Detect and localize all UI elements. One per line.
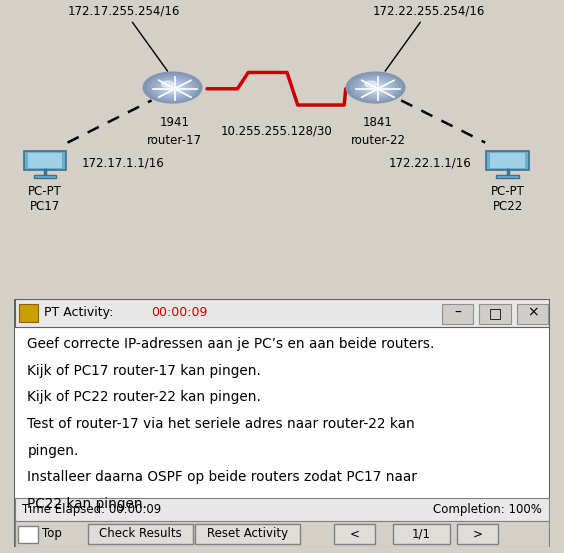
Circle shape	[143, 72, 202, 103]
Circle shape	[346, 72, 405, 103]
Circle shape	[163, 82, 185, 94]
Text: Reset Activity: Reset Activity	[206, 528, 288, 540]
Text: pingen.: pingen.	[28, 444, 79, 458]
FancyBboxPatch shape	[15, 521, 549, 547]
FancyBboxPatch shape	[14, 299, 550, 547]
FancyBboxPatch shape	[517, 304, 548, 324]
FancyBboxPatch shape	[442, 304, 473, 324]
Circle shape	[358, 79, 395, 97]
FancyBboxPatch shape	[19, 526, 38, 543]
FancyBboxPatch shape	[491, 153, 525, 168]
Circle shape	[365, 81, 376, 87]
FancyBboxPatch shape	[195, 524, 299, 544]
FancyBboxPatch shape	[28, 153, 62, 168]
Circle shape	[374, 87, 381, 91]
Circle shape	[366, 82, 388, 94]
Text: Completion: 100%: Completion: 100%	[433, 503, 542, 516]
Text: >: >	[473, 528, 483, 540]
Text: 172.22.255.254/16: 172.22.255.254/16	[372, 4, 485, 71]
Text: Top: Top	[42, 528, 62, 540]
Text: 1841: 1841	[363, 116, 393, 129]
Text: PC22: PC22	[492, 200, 523, 213]
Circle shape	[147, 74, 199, 101]
FancyBboxPatch shape	[15, 498, 549, 521]
FancyBboxPatch shape	[496, 175, 519, 178]
Text: 00:00:09: 00:00:09	[151, 306, 207, 320]
Text: Geef correcte IP-adressen aan je PC’s en aan beide routers.: Geef correcte IP-adressen aan je PC’s en…	[28, 337, 435, 351]
Circle shape	[159, 80, 188, 96]
Text: 10.255.255.128/30: 10.255.255.128/30	[221, 124, 332, 137]
Circle shape	[362, 80, 391, 96]
Text: router-17: router-17	[147, 134, 202, 147]
FancyBboxPatch shape	[486, 151, 529, 170]
FancyBboxPatch shape	[334, 524, 374, 544]
Circle shape	[370, 85, 385, 92]
FancyBboxPatch shape	[24, 151, 67, 170]
Text: –: –	[454, 306, 461, 320]
Text: 1941: 1941	[160, 116, 190, 129]
Text: 172.17.1.1/16: 172.17.1.1/16	[82, 156, 165, 169]
Circle shape	[151, 76, 195, 100]
Text: PC22 kan pingen.: PC22 kan pingen.	[28, 497, 148, 511]
Text: <: <	[349, 528, 359, 540]
Text: Time Elapsed: 00:00:09: Time Elapsed: 00:00:09	[22, 503, 161, 516]
Text: Check Results: Check Results	[99, 528, 182, 540]
Text: □: □	[488, 306, 501, 320]
Circle shape	[162, 81, 173, 87]
Text: PT Activity:: PT Activity:	[43, 306, 117, 320]
Text: Kijk of PC22 router-22 kan pingen.: Kijk of PC22 router-22 kan pingen.	[28, 390, 261, 404]
Text: 172.22.1.1/16: 172.22.1.1/16	[388, 156, 471, 169]
Text: Kijk of PC17 router-17 kan pingen.: Kijk of PC17 router-17 kan pingen.	[28, 364, 261, 378]
Circle shape	[167, 85, 182, 92]
Circle shape	[171, 87, 178, 91]
FancyBboxPatch shape	[393, 524, 450, 544]
Text: Test of router-17 via het seriele adres naar router-22 kan: Test of router-17 via het seriele adres …	[28, 417, 415, 431]
FancyBboxPatch shape	[479, 304, 511, 324]
Text: 172.17.255.254/16: 172.17.255.254/16	[68, 4, 180, 71]
Text: PC17: PC17	[30, 200, 60, 213]
Circle shape	[350, 74, 402, 101]
Text: PC-PT: PC-PT	[28, 185, 62, 198]
Text: PC-PT: PC-PT	[491, 185, 525, 198]
Text: router-22: router-22	[350, 134, 406, 147]
FancyBboxPatch shape	[87, 524, 192, 544]
Text: Installeer daarna OSPF op beide routers zodat PC17 naar: Installeer daarna OSPF op beide routers …	[28, 470, 417, 484]
Text: ×: ×	[527, 306, 538, 320]
Circle shape	[354, 76, 398, 100]
FancyBboxPatch shape	[15, 299, 549, 327]
FancyBboxPatch shape	[19, 304, 38, 321]
FancyBboxPatch shape	[34, 175, 56, 178]
Text: 1/1: 1/1	[412, 528, 431, 540]
Circle shape	[155, 79, 192, 97]
FancyBboxPatch shape	[457, 524, 498, 544]
